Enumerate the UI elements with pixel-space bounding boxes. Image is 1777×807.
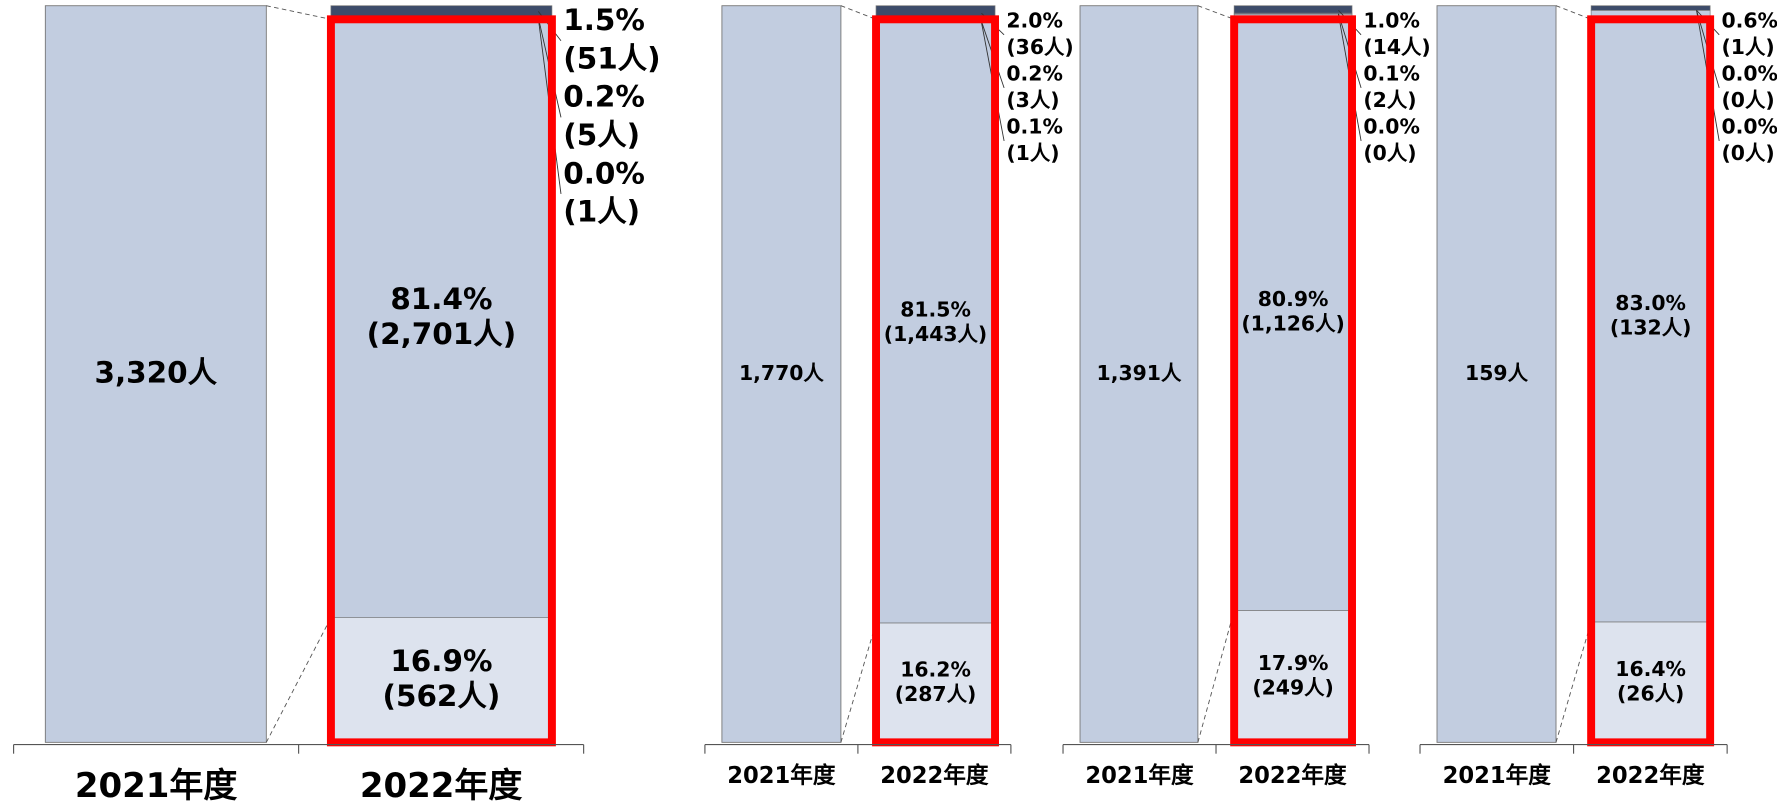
highlight-frame bbox=[1230, 15, 1356, 747]
segment-count: (2,701人) bbox=[367, 317, 517, 351]
connector bbox=[840, 5, 877, 20]
segment-percent: 80.9% bbox=[1258, 287, 1329, 311]
highlight-frame bbox=[326, 15, 556, 747]
connector bbox=[1555, 621, 1592, 743]
bar bbox=[1436, 5, 1557, 743]
segment-count: (0人) bbox=[1363, 141, 1416, 165]
segment-percent: 0.2% bbox=[1006, 62, 1063, 86]
segment-count: (132人) bbox=[1610, 315, 1692, 339]
highlight-frame bbox=[872, 15, 999, 747]
segment-count: (562人) bbox=[382, 679, 500, 713]
segment-count: (1人) bbox=[1006, 141, 1059, 165]
highlight-frame bbox=[1587, 15, 1715, 747]
segment-count: (14人) bbox=[1363, 35, 1430, 59]
segment-count: (36人) bbox=[1006, 35, 1073, 59]
segment-percent: 81.5% bbox=[900, 297, 971, 321]
segment-percent: 16.2% bbox=[900, 657, 971, 681]
connector bbox=[1197, 5, 1235, 20]
connector bbox=[1197, 610, 1235, 743]
bar-label: 159人 bbox=[1465, 361, 1529, 385]
segment-count: (1人) bbox=[1721, 35, 1774, 59]
connector bbox=[1555, 5, 1592, 20]
segment-count: (5人) bbox=[563, 118, 640, 152]
segment-percent: 1.5% bbox=[563, 3, 645, 37]
segment-percent: 1.0% bbox=[1363, 9, 1420, 33]
x-tick-label: 2022年度 bbox=[360, 766, 523, 806]
segment-percent: 0.0% bbox=[1721, 115, 1777, 139]
segment-count: (26人) bbox=[1617, 681, 1684, 705]
segment-count: (1,126人) bbox=[1241, 312, 1344, 336]
segment-percent: 16.4% bbox=[1615, 657, 1686, 681]
segment-count: (1,443人) bbox=[884, 322, 987, 346]
x-tick-label: 2021年度 bbox=[1443, 762, 1552, 789]
bar-segment bbox=[1233, 13, 1353, 611]
bar bbox=[721, 5, 842, 743]
bar bbox=[44, 5, 267, 743]
connector bbox=[266, 5, 332, 20]
segment-percent: 0.0% bbox=[563, 156, 645, 190]
segment-percent: 0.6% bbox=[1721, 9, 1777, 33]
segment-count: (2人) bbox=[1363, 88, 1416, 112]
x-tick-label: 2021年度 bbox=[727, 762, 836, 789]
segment-count: (0人) bbox=[1721, 88, 1774, 112]
x-tick-label: 2021年度 bbox=[1085, 762, 1194, 789]
bar-segment bbox=[1590, 5, 1711, 11]
segment-percent: 0.0% bbox=[1721, 62, 1777, 86]
segment-count: (287人) bbox=[895, 682, 977, 706]
bar-segment bbox=[330, 617, 553, 743]
segment-percent: 0.1% bbox=[1006, 115, 1063, 139]
x-tick-label: 2022年度 bbox=[1238, 762, 1347, 789]
bar-segment bbox=[1233, 5, 1353, 14]
x-tick-label: 2022年度 bbox=[1596, 762, 1705, 789]
bar-segment bbox=[1590, 10, 1711, 623]
bar-segment bbox=[875, 22, 996, 624]
segment-percent: 0.2% bbox=[563, 80, 645, 114]
bar-segment bbox=[330, 5, 553, 18]
segment-count: (0人) bbox=[1721, 141, 1774, 165]
segment-percent: 81.4% bbox=[390, 282, 492, 316]
segment-percent: 83.0% bbox=[1615, 291, 1686, 315]
connector bbox=[840, 622, 877, 743]
bar bbox=[1079, 5, 1199, 743]
segment-percent: 16.9% bbox=[390, 644, 492, 678]
segment-percent: 2.0% bbox=[1006, 9, 1063, 33]
segment-count: (249人) bbox=[1252, 676, 1334, 700]
bar-segment bbox=[875, 622, 996, 743]
segment-percent: 0.0% bbox=[1363, 115, 1420, 139]
segment-percent: 0.1% bbox=[1363, 62, 1420, 86]
bar-label: 1,770人 bbox=[739, 361, 824, 385]
segment-count: (3人) bbox=[1006, 88, 1059, 112]
bar-label: 1,391人 bbox=[1097, 361, 1182, 385]
x-tick-label: 2022年度 bbox=[880, 762, 989, 789]
segment-count: (51人) bbox=[563, 41, 660, 75]
x-tick-label: 2021年度 bbox=[75, 766, 238, 806]
segment-count: (1人) bbox=[563, 195, 640, 229]
segment-percent: 17.9% bbox=[1258, 651, 1329, 675]
connector bbox=[265, 617, 332, 743]
bar-label: 3,320人 bbox=[95, 356, 218, 390]
